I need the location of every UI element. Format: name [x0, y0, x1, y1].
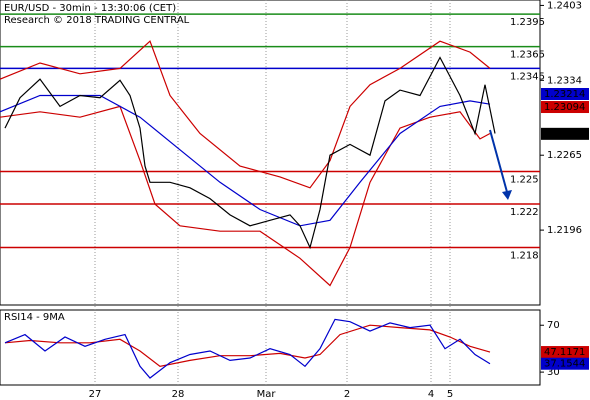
x-tick-label: 5: [447, 389, 453, 400]
y-tick-label: 1.2265: [547, 150, 582, 161]
y-tick-label: 70: [547, 320, 560, 331]
x-tick-label: 27: [89, 389, 102, 400]
level-label: 1.2365: [510, 50, 545, 61]
arrow-head: [502, 190, 512, 200]
level-label: 1.222: [510, 207, 539, 218]
y-tick-label: 1.2334: [547, 75, 582, 86]
price-marker: [541, 346, 589, 359]
x-tick-label: Mar: [257, 389, 277, 400]
price-marker: [541, 87, 589, 100]
title: EUR/USD - 30min - 13:30:06 (CET): [4, 3, 176, 14]
arrow: [489, 129, 508, 193]
price-marker-label: 1.23094: [544, 102, 585, 113]
y-tick-label: 30: [547, 367, 560, 378]
level-label: 1.225: [510, 174, 539, 185]
series-line: [0, 105, 491, 287]
price-marker: [541, 127, 589, 140]
series-line: [0, 40, 491, 189]
subtitle: Research © 2018 TRADING CENTRAL: [4, 15, 190, 26]
price-panel: [0, 0, 541, 306]
plot: [0, 0, 540, 385]
price-marker-label: 1.22847: [544, 129, 585, 140]
x-tick-label: 28: [172, 389, 185, 400]
price-marker-label: 1.23214: [544, 89, 585, 100]
price-marker: [541, 101, 589, 114]
level-label: 1.2395: [510, 17, 545, 28]
rsi-panel: [0, 309, 541, 386]
level-label: 1.218: [510, 250, 539, 261]
level-label: 1.2345: [510, 71, 545, 82]
series-line: [4, 56, 496, 250]
price-marker-label: 47.1171: [544, 347, 585, 358]
price-marker-label: 37.1544: [544, 359, 585, 370]
x-tick-label: 4: [428, 389, 434, 400]
y-tick-label: 1.2196: [547, 225, 582, 236]
x-tick-label: 2: [344, 389, 350, 400]
series-line: [4, 318, 491, 379]
price-marker: [541, 357, 589, 370]
rsi-title: RSI14 - 9MA: [4, 312, 65, 323]
y-tick-label: 1.2403: [547, 0, 582, 11]
